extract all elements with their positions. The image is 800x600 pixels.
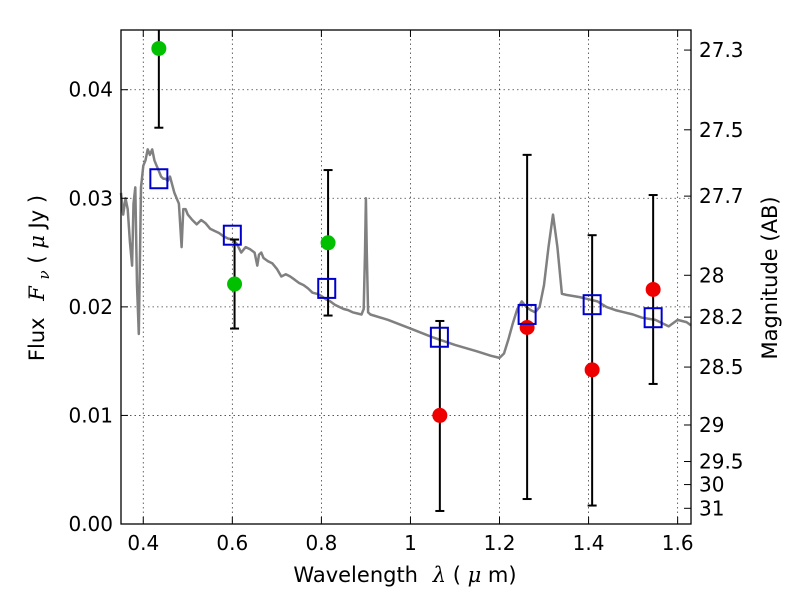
- model-photometry-point: [317, 277, 337, 299]
- x-axis-ticks: 0.4 0.6 0.8 1 1.2 1.4 1.6: [127, 30, 694, 555]
- photometry-red-bands-point: [519, 319, 535, 335]
- magnitude-tick-label: 28.5: [699, 355, 744, 379]
- x-axis-title-symbol: λ: [432, 563, 446, 587]
- photometry-blue-bands-point: [227, 276, 243, 292]
- x-tick-label: 1.6: [662, 531, 694, 555]
- y-axis-title-text: Flux: [25, 317, 49, 361]
- magnitude-axis-title: Magnitude (AB): [758, 196, 782, 359]
- x-axis-title-unit-rest: m): [488, 563, 517, 587]
- model-photometry-point: [222, 224, 242, 246]
- model-photometry-point: [517, 303, 537, 325]
- y-tick-label: 0.04: [68, 78, 113, 102]
- photometry-red-bands-point: [584, 362, 600, 378]
- y-axis-title-unit-mu: μ: [25, 235, 49, 249]
- y-tick-label: 0.00: [68, 512, 113, 536]
- magnitude-tick-label: 31: [699, 496, 724, 520]
- magnitude-tick-label: 29: [699, 413, 724, 437]
- y-tick-label: 0.03: [68, 186, 113, 210]
- error-bars: [154, 30, 658, 512]
- x-axis-title-unit-open: (: [453, 563, 461, 587]
- x-tick-label: 0.6: [216, 531, 248, 555]
- magnitude-tick-label: 28: [699, 263, 724, 287]
- x-tick-label: 1.4: [573, 531, 605, 555]
- model-photometry-point: [149, 168, 169, 190]
- y-tick-label: 0.01: [68, 403, 113, 427]
- data-points: [149, 40, 663, 423]
- x-axis-title: Wavelength λ ( μ m): [293, 563, 516, 587]
- photometry-blue-bands-point: [320, 235, 336, 251]
- model-photometry-point: [643, 307, 663, 329]
- grid-lines: [121, 30, 691, 524]
- y-axis-title: Flux F ν ( μ Jy ): [25, 195, 54, 361]
- magnitude-tick-label: 27.7: [699, 184, 744, 208]
- model-photometry-point: [429, 326, 449, 348]
- y-tick-label: 0.02: [68, 295, 113, 319]
- model-photometry-point: [582, 294, 602, 316]
- x-tick-label: 1: [404, 531, 417, 555]
- photometry-red-bands-point: [645, 281, 661, 297]
- x-axis-title-text: Wavelength: [293, 563, 418, 587]
- magnitude-tick-label: 27.3: [699, 38, 744, 62]
- model-spectrum: [119, 148, 692, 360]
- magnitude-tick-label: 29.5: [699, 450, 744, 474]
- y-axis-title-unit-rest: Jy ): [25, 195, 49, 231]
- model-spectrum-line: [119, 148, 692, 360]
- y-axis-title-subscript: ν: [35, 270, 53, 279]
- magnitude-tick-label: 28.2: [699, 305, 744, 329]
- y-axis-title-unit-open: (: [25, 249, 49, 264]
- y-axis-ticks: 0.00 0.01 0.02 0.03 0.04: [68, 78, 128, 536]
- y-axis-title-symbol: F: [25, 285, 49, 302]
- x-tick-label: 0.4: [127, 531, 159, 555]
- magnitude-tick-label: 27.5: [699, 118, 744, 142]
- plot-frame: [120, 29, 692, 525]
- photometry-red-bands-point: [432, 407, 448, 423]
- x-tick-label: 0.8: [305, 531, 337, 555]
- photometry-blue-bands-point: [151, 40, 167, 56]
- x-tick-label: 1.2: [484, 531, 516, 555]
- x-axis-title-unit-mu: μ: [468, 563, 482, 587]
- magnitude-tick-label: 30: [699, 473, 724, 497]
